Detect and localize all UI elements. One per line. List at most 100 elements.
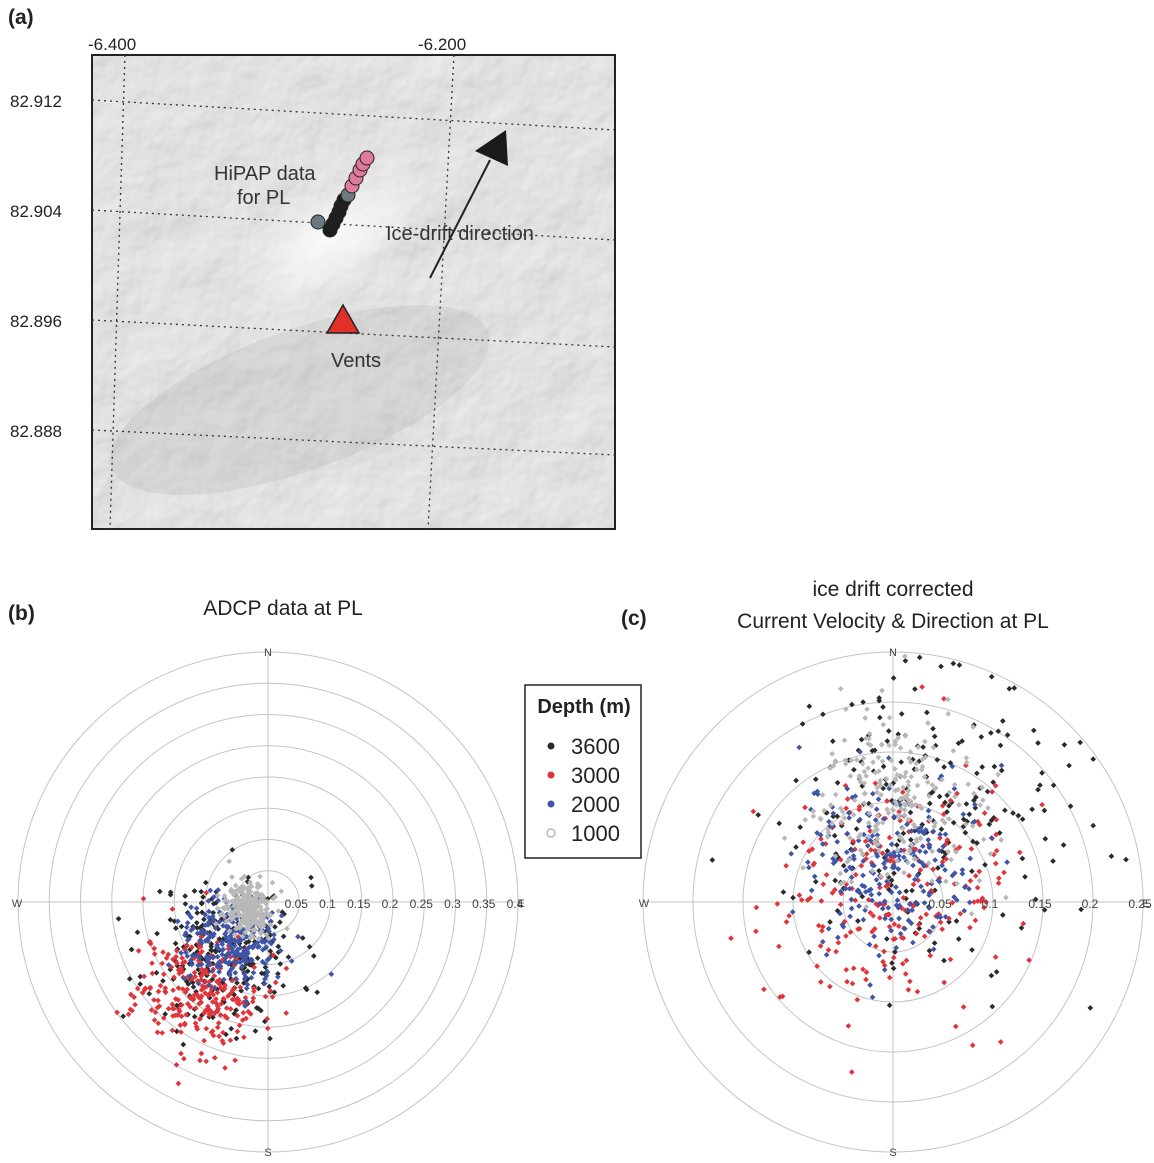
scatter-point-3000: [160, 949, 166, 956]
scatter-point-1000: [946, 789, 953, 796]
scatter-point-3600: [989, 1003, 996, 1010]
scatter-point-1000: [930, 744, 937, 751]
scatter-point-1000: [249, 916, 256, 922]
scatter-point-3600: [988, 730, 994, 736]
scatter-point-3000: [915, 921, 922, 928]
scatter-point-3600: [930, 725, 936, 732]
scatter-point-3600: [1015, 812, 1022, 819]
scatter-point-3000: [192, 1005, 199, 1012]
scatter-point-3600: [797, 824, 804, 831]
scatter-point-3000: [967, 877, 974, 884]
scatter-point-1000: [857, 775, 863, 781]
scatter-point-3600: [834, 779, 841, 786]
scatter-point-2000: [905, 907, 911, 913]
scatter-point-1000: [962, 821, 969, 828]
scatter-point-2000: [867, 886, 874, 893]
scatter-point-2000: [188, 904, 194, 911]
scatter-point-2000: [819, 851, 826, 858]
scatter-point-2000: [215, 887, 221, 893]
scatter-point-2000: [892, 853, 898, 859]
scatter-point-1000: [257, 873, 263, 880]
scatter-point-2000: [212, 925, 219, 932]
scatter-point-3000: [981, 810, 988, 816]
scatter-point-3000: [207, 1012, 213, 1019]
scatter-point-1000: [829, 750, 835, 757]
scatter-point-3600: [267, 948, 274, 954]
scatter-point-3000: [215, 1020, 222, 1026]
scatter-point-3000: [1039, 801, 1045, 808]
scatter-point-1000: [965, 781, 972, 788]
scatter-point-2000: [237, 959, 244, 966]
scatter-point-3000: [858, 862, 865, 869]
scatter-point-3600: [938, 663, 944, 670]
panel-c-letter: (c): [621, 607, 647, 630]
scatter-point-3600: [891, 870, 897, 877]
scatter-point-3000: [234, 995, 241, 1002]
scatter-point-2000: [867, 982, 873, 988]
scatter-point-3000: [940, 811, 947, 818]
scatter-point-1000: [832, 759, 839, 765]
scatter-point-2000: [234, 949, 240, 956]
scatter-point-2000: [844, 830, 851, 837]
scatter-point-2000: [250, 969, 257, 976]
scatter-point-3000: [852, 897, 859, 904]
scatter-point-3000: [930, 866, 936, 873]
scatter-point-2000: [857, 749, 863, 755]
scatter-point-1000: [892, 741, 899, 748]
scatter-point-1000: [885, 810, 892, 816]
scatter-point-3000: [886, 834, 893, 841]
scatter-point-2000: [930, 828, 937, 835]
polar-c-radial-ticks: 0.05 0.1 0.15 0.2 0.25: [928, 897, 1152, 911]
scatter-point-3000: [243, 1015, 249, 1022]
map-x-tick-label: -6.400: [88, 35, 136, 54]
scatter-point-3000: [135, 947, 142, 954]
scatter-point-1000: [868, 803, 875, 809]
scatter-point-2000: [866, 941, 873, 948]
scatter-point-3000: [997, 1039, 1004, 1045]
scatter-point-3000: [974, 884, 981, 891]
scatter-point-1000: [914, 766, 920, 773]
scatter-point-3600: [799, 721, 806, 727]
scatter-point-2000: [902, 925, 908, 932]
hipap-label-line2: for PL: [237, 187, 290, 209]
scatter-point-3600: [979, 764, 986, 770]
scatter-point-1000: [888, 757, 895, 764]
scatter-point-3600: [254, 955, 261, 961]
scatter-point-3600: [172, 940, 179, 947]
scatter-point-3000: [132, 1001, 138, 1008]
scatter-point-1000: [969, 823, 976, 829]
scatter-point-3600: [806, 949, 812, 956]
scatter-point-3000: [992, 954, 999, 960]
scatter-point-3000: [211, 1010, 218, 1017]
scatter-point-3600: [275, 943, 282, 950]
scatter-point-1000: [259, 893, 266, 900]
scatter-point-1000: [876, 848, 882, 855]
scatter-point-3600: [884, 848, 891, 854]
scatter-point-2000: [959, 870, 966, 877]
scatter-point-3600: [234, 980, 240, 986]
scatter-point-3000: [203, 1058, 210, 1065]
scatter-point-2000: [876, 881, 883, 888]
scatter-point-1000: [235, 887, 241, 893]
scatter-point-3600: [995, 728, 1002, 735]
scatter-point-1000: [237, 912, 243, 918]
scatter-point-2000: [277, 947, 284, 954]
scatter-point-1000: [901, 812, 908, 819]
scatter-point-3600: [926, 947, 933, 954]
scatter-point-3000: [222, 1065, 228, 1071]
scatter-point-1000: [865, 765, 871, 772]
scatter-point-3000: [162, 985, 169, 991]
scatter-point-3600: [831, 832, 838, 839]
scatter-point-1000: [229, 874, 235, 880]
scatter-point-1000: [870, 759, 876, 766]
scatter-point-3000: [170, 956, 176, 963]
scatter-point-3000: [175, 1080, 182, 1087]
scatter-point-3000: [876, 915, 883, 921]
scatter-point-1000: [865, 740, 872, 747]
radial-tick-label: 0.35: [472, 897, 496, 911]
scatter-point-3600: [1006, 685, 1013, 692]
scatter-point-3000: [222, 982, 228, 989]
map-y-tick-label: 82.904: [10, 202, 62, 221]
scatter-point-2000: [819, 841, 826, 847]
scatter-point-3000: [761, 986, 767, 993]
